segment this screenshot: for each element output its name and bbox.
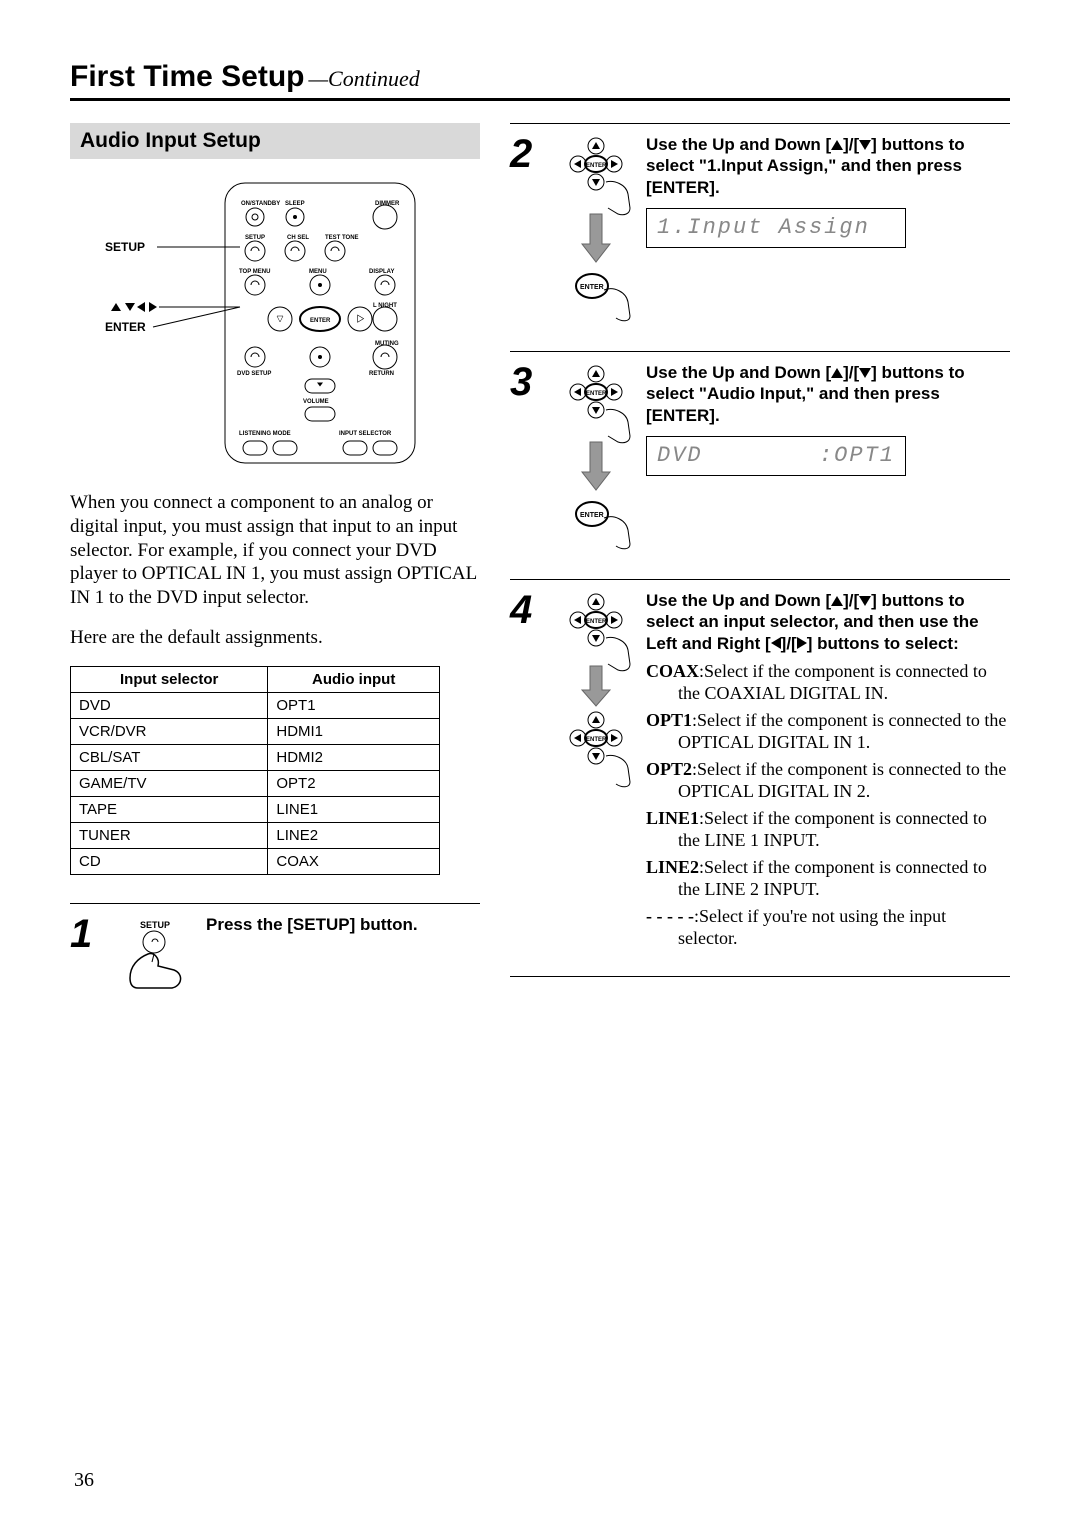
- up-triangle-icon: [831, 596, 843, 606]
- svg-text:VOLUME: VOLUME: [303, 399, 329, 405]
- option-coax: COAX:Select if the component is connecte…: [646, 660, 1010, 705]
- step-4-text: Use the Up and Down []/[] buttons to sel…: [646, 590, 1010, 654]
- step-number: 4: [510, 590, 564, 954]
- step-number: 3: [510, 362, 564, 557]
- table-row: TUNERLINE2: [71, 822, 440, 848]
- svg-text:ENTER: ENTER: [586, 619, 607, 625]
- section-heading-audio-input: Audio Input Setup: [70, 123, 480, 159]
- svg-text:SLEEP: SLEEP: [285, 201, 305, 207]
- svg-text:ENTER: ENTER: [586, 163, 607, 169]
- up-triangle-icon: [831, 140, 843, 150]
- defaults-intro: Here are the default assignments.: [70, 626, 480, 650]
- svg-text:CH SEL: CH SEL: [287, 235, 309, 241]
- up-triangle-icon: [831, 368, 843, 378]
- svg-text:L NIGHT: L NIGHT: [373, 303, 397, 309]
- option-line1: LINE1:Select if the component is connect…: [646, 807, 1010, 852]
- step-3-text: Use the Up and Down []/[] buttons to sel…: [646, 362, 1010, 426]
- option-none: - - - - -:Select if you're not using the…: [646, 905, 1010, 950]
- option-opt1: OPT1:Select if the component is connecte…: [646, 709, 1010, 754]
- down-triangle-icon: [859, 596, 871, 606]
- table-row: GAME/TVOPT2: [71, 770, 440, 796]
- nav-enter-graphic: ENTER ENTER: [564, 362, 636, 552]
- svg-text:MUTING: MUTING: [375, 341, 399, 347]
- svg-text:ON/STANDBY: ON/STANDBY: [241, 201, 280, 207]
- page-title: First Time Setup: [70, 60, 305, 93]
- table-row: TAPELINE1: [71, 796, 440, 822]
- step-2: 2 ENTER ENTER: [510, 123, 1010, 351]
- page-number: 36: [74, 1469, 94, 1492]
- default-assignments-table: Input selector Audio input DVDOPT1 VCR/D…: [70, 666, 440, 875]
- table-header-selector: Input selector: [71, 666, 268, 692]
- step-4-options: COAX:Select if the component is connecte…: [646, 660, 1010, 950]
- table-row: CBL/SATHDMI2: [71, 744, 440, 770]
- nav-enter-graphic: ENTER ENTER: [564, 134, 636, 324]
- step-2-text: Use the Up and Down []/[] buttons to sel…: [646, 134, 1010, 198]
- page-title-continued: —Continued: [309, 66, 420, 91]
- table-header-audio-input: Audio input: [268, 666, 440, 692]
- callout-setup: SETUP: [105, 240, 145, 254]
- svg-text:TOP MENU: TOP MENU: [239, 269, 270, 275]
- svg-text:RETURN: RETURN: [369, 371, 394, 377]
- svg-text:LISTENING MODE: LISTENING MODE: [239, 431, 291, 437]
- step-number: 1: [70, 914, 124, 1003]
- table-row: DVDOPT1: [71, 692, 440, 718]
- page-header: First Time Setup —Continued: [70, 60, 1010, 101]
- svg-text:ENTER: ENTER: [586, 391, 607, 397]
- lcd-display: 1.Input Assign: [646, 208, 906, 248]
- option-opt2: OPT2:Select if the component is connecte…: [646, 758, 1010, 803]
- svg-text:DIMMER: DIMMER: [375, 201, 400, 207]
- callout-nav-cluster: ENTER: [105, 302, 240, 334]
- svg-text:MENU: MENU: [309, 269, 327, 275]
- callout-enter: ENTER: [105, 320, 146, 334]
- remote-diagram: SETUP ENTER ON/STANDBY SLEE: [105, 173, 445, 473]
- svg-text:SETUP: SETUP: [245, 235, 265, 241]
- down-triangle-icon: [859, 368, 871, 378]
- step-3: 3 ENTER ENTER: [510, 351, 1010, 579]
- intro-paragraph: When you connect a component to an analo…: [70, 491, 480, 610]
- setup-button-hand-icon: SETUP: [124, 918, 196, 998]
- svg-text:ENTER: ENTER: [580, 512, 604, 519]
- table-row: CDCOAX: [71, 848, 440, 874]
- svg-text:ENTER: ENTER: [310, 318, 331, 324]
- svg-text:SETUP: SETUP: [140, 920, 170, 930]
- step-1: 1 SETUP Press the [SETUP] button.: [70, 903, 480, 1025]
- svg-text:DVD SETUP: DVD SETUP: [237, 371, 271, 377]
- option-line2: LINE2:Select if the component is connect…: [646, 856, 1010, 901]
- svg-text:ENTER: ENTER: [580, 284, 604, 291]
- nav-double-graphic: ENTER ENTER: [564, 590, 636, 790]
- lcd-display: DVD:OPT1: [646, 436, 906, 476]
- svg-text:TEST TONE: TEST TONE: [325, 235, 359, 241]
- svg-text:ENTER: ENTER: [586, 737, 607, 743]
- svg-text:DISPLAY: DISPLAY: [369, 269, 394, 275]
- table-row: VCR/DVRHDMI1: [71, 718, 440, 744]
- svg-text:INPUT SELECTOR: INPUT SELECTOR: [339, 431, 392, 437]
- step-1-text: Press the [SETUP] button.: [206, 914, 480, 935]
- step-number: 2: [510, 134, 564, 329]
- right-triangle-icon: [797, 637, 807, 649]
- down-triangle-icon: [859, 140, 871, 150]
- left-triangle-icon: [771, 637, 781, 649]
- step-4: 4 ENTER ENTER: [510, 579, 1010, 977]
